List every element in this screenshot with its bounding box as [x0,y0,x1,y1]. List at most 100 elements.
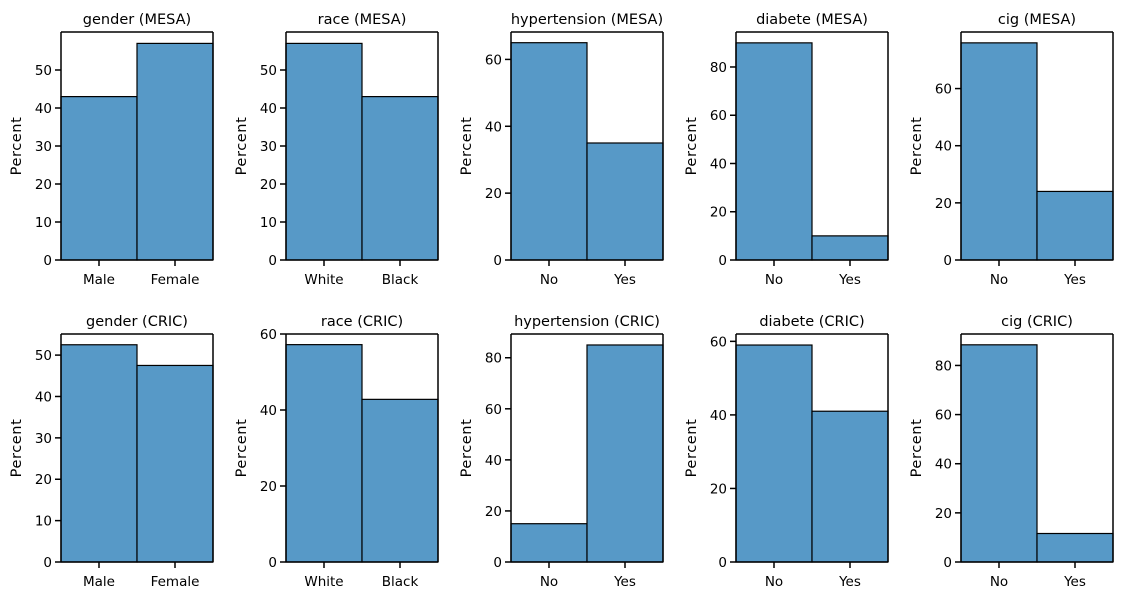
y-tick-label: 60 [935,82,952,98]
y-axis-label: Percent [234,419,250,478]
y-tick-label: 0 [43,253,52,269]
bar [136,42,214,261]
y-tick-label: 40 [260,403,277,419]
chart-title: cig (MESA) [998,12,1076,28]
bar [136,364,214,563]
chart-panel: 0 20 40 60 80 No Yes cig (CRIC) Percent [909,314,1114,590]
y-tick-label: 50 [35,63,52,79]
bar [811,235,889,261]
y-tick-label: 60 [485,402,502,418]
y-tick-label: 10 [35,514,52,530]
y-tick-label: 20 [485,186,502,202]
y-tick-label: 20 [485,504,502,520]
x-tick-label: No [990,574,1008,590]
bar [811,410,889,563]
y-axis-label: Percent [684,117,700,176]
chart-panel: 0 20 40 60 No Yes diabete (CRIC) Percent [684,314,889,590]
bar [1036,532,1114,563]
chart-title: cig (CRIC) [1001,314,1073,330]
bar [285,42,363,261]
y-tick-label: 0 [43,555,52,571]
x-tick-label: Yes [613,272,636,288]
x-tick-label: Female [151,272,200,288]
chart-title: race (MESA) [318,12,407,28]
y-tick-label: 20 [935,506,952,522]
chart-panel: 0 20 40 60 80 No Yes diabete (MESA) Percent [684,12,889,288]
y-tick-label: 60 [710,334,727,350]
y-axis-label: Percent [9,419,25,478]
y-tick-label: 30 [260,139,277,155]
chart-panel: 0 20 40 60 80 No Yes hypertension (CRIC) Percent [459,314,664,590]
y-tick-label: 0 [943,253,952,269]
bar [361,95,439,261]
x-tick-label: Male [83,574,115,590]
y-tick-label: 40 [710,156,727,172]
bar [960,42,1038,261]
y-tick-label: 40 [485,453,502,469]
bar [735,344,813,563]
x-tick-label: Yes [838,574,861,590]
x-tick-label: White [304,272,343,288]
y-tick-label: 50 [35,348,52,364]
x-tick-label: No [540,574,558,590]
y-axis-label: Percent [909,419,925,478]
chart-panel: 0 10 20 30 40 50 Male Female gender (CRIC) Percen… [9,314,214,590]
y-tick-label: 60 [935,408,952,424]
y-tick-label: 80 [935,358,952,374]
chart-panel: 0 10 20 30 40 50 White Black race (MESA) Percent [234,12,439,288]
y-tick-label: 30 [35,431,52,447]
y-tick-label: 0 [943,555,952,571]
y-axis-label: Percent [234,117,250,176]
y-tick-label: 40 [35,389,52,405]
bar [285,344,363,563]
y-tick-label: 60 [260,327,277,343]
x-tick-label: No [990,272,1008,288]
chart-title: diabete (MESA) [756,12,868,28]
chart-title: gender (MESA) [83,12,191,28]
x-tick-label: Black [382,272,419,288]
y-tick-label: 0 [493,555,502,571]
chart-title: gender (CRIC) [86,314,188,330]
chart-panel: 0 20 40 60 No Yes cig (MESA) Percent [909,12,1114,288]
bar [510,523,588,563]
bar [361,398,439,563]
y-axis-label: Percent [684,419,700,478]
y-tick-label: 20 [710,481,727,497]
x-tick-label: Male [83,272,115,288]
y-tick-label: 0 [268,253,277,269]
y-tick-label: 20 [260,479,277,495]
y-tick-label: 40 [935,139,952,155]
y-tick-label: 30 [35,139,52,155]
y-tick-label: 80 [485,351,502,367]
y-tick-label: 50 [260,63,277,79]
y-axis-label: Percent [459,419,475,478]
bar [735,42,813,261]
y-tick-label: 60 [710,108,727,124]
chart-panel: 0 20 40 60 White Black race (CRIC) Percent [234,314,439,590]
y-tick-label: 20 [710,205,727,221]
x-tick-label: No [765,574,783,590]
bar [60,344,138,563]
bar [1036,190,1114,261]
y-tick-label: 10 [260,215,277,231]
chart-title: race (CRIC) [321,314,403,330]
y-axis-label: Percent [459,117,475,176]
bar [60,95,138,261]
chart-title: hypertension (CRIC) [514,314,660,330]
chart-panel: 0 20 40 60 No Yes hypertension (MESA) Percent [459,12,664,288]
x-tick-label: Yes [1063,574,1086,590]
chart-panel: 0 10 20 30 40 50 Male Female gender (MESA) Percen… [9,12,214,288]
y-tick-label: 0 [718,253,727,269]
x-tick-label: Yes [838,272,861,288]
x-tick-label: Black [382,574,419,590]
y-tick-label: 40 [485,119,502,135]
y-tick-label: 20 [35,177,52,193]
y-tick-label: 20 [35,472,52,488]
y-tick-label: 20 [260,177,277,193]
x-tick-label: Female [151,574,200,590]
y-tick-label: 40 [935,457,952,473]
y-tick-label: 20 [935,196,952,212]
bar [960,344,1038,563]
y-tick-label: 0 [493,253,502,269]
